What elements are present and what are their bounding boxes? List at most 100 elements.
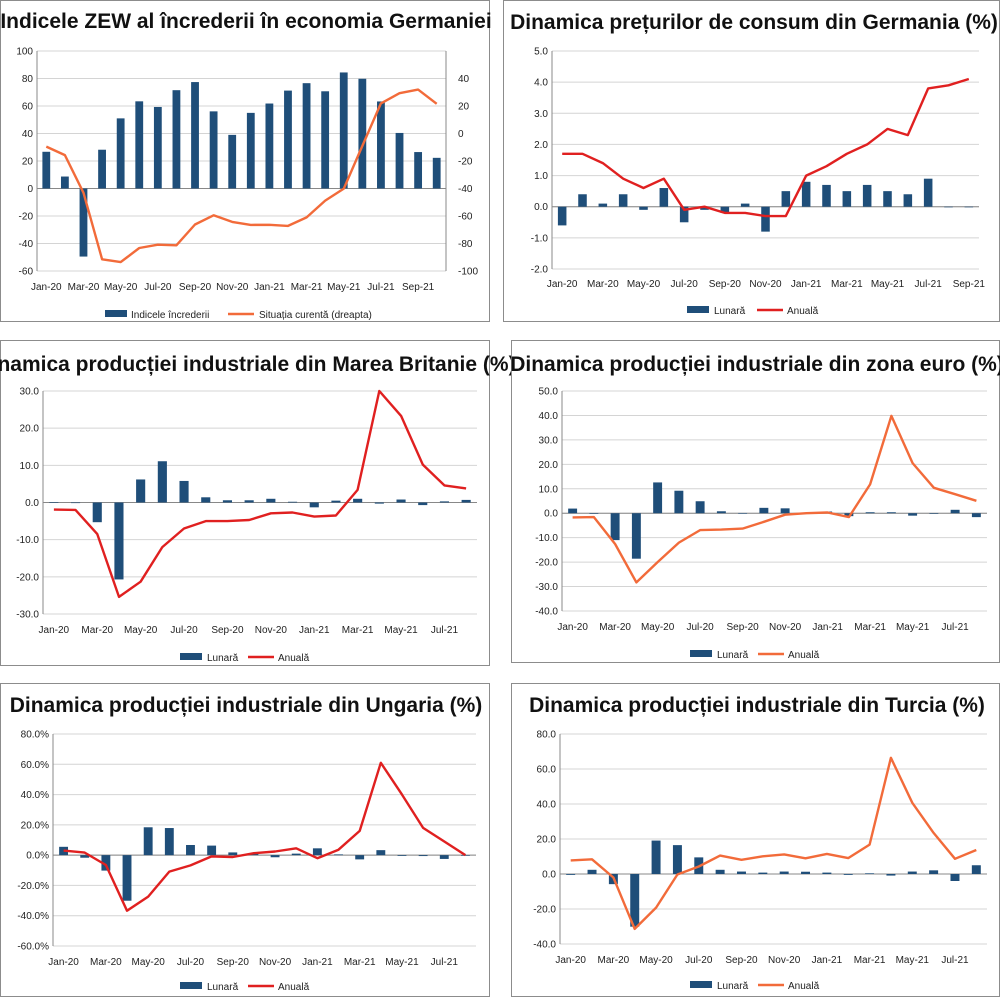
- bar: [862, 184, 872, 207]
- bar: [801, 871, 811, 874]
- y-tick-label: 0: [27, 184, 33, 195]
- bar: [312, 848, 322, 856]
- legend-label-bar: Lunară: [717, 981, 749, 992]
- x-tick-label: Mar-20: [81, 625, 113, 636]
- bar: [886, 512, 896, 514]
- legend-swatch-bar: [180, 653, 202, 660]
- x-tick-label: Jul-21: [942, 622, 970, 633]
- chart-panel-euro-industrial: Dinamica producției industriale din zona…: [510, 340, 1000, 663]
- bar: [334, 854, 343, 856]
- bar: [321, 91, 330, 189]
- legend-swatch-bar: [687, 306, 709, 313]
- y-tick-label: 20.0: [539, 460, 559, 471]
- y-tick-label: -60: [19, 267, 34, 278]
- bar: [80, 855, 90, 858]
- bar: [883, 191, 892, 207]
- chart-panel-uk-industrial: Dinamica producției industriale din Mare…: [0, 340, 516, 666]
- bar: [674, 490, 684, 514]
- x-tick-label: Mar-20: [598, 955, 630, 966]
- bar: [164, 828, 174, 856]
- y-tick-label: 60.0%: [21, 760, 49, 771]
- series-line: [570, 756, 977, 931]
- bar: [801, 181, 811, 207]
- bar: [246, 112, 255, 189]
- x-tick-label: Sep-21: [953, 279, 986, 290]
- bar: [172, 90, 181, 189]
- legend-label-bar: Lunară: [717, 650, 749, 661]
- x-tick-label: Mar-20: [90, 957, 122, 968]
- legend-swatch-bar: [180, 982, 202, 989]
- bar: [950, 509, 960, 514]
- chart-panel-turkey-industrial: Dinamica producției industriale din Turc…: [511, 683, 1000, 997]
- bar: [209, 111, 218, 189]
- y-tick-label: 80.0%: [21, 730, 49, 741]
- y-tick-label: 10.0: [20, 461, 40, 472]
- x-tick-label: Jan-21: [254, 282, 285, 293]
- bar: [886, 874, 896, 876]
- x-tick-label: May-21: [896, 955, 930, 966]
- x-tick-label: Jul-20: [177, 957, 205, 968]
- bar: [397, 855, 407, 856]
- bar: [964, 206, 974, 208]
- y-tick-label: -10.0: [16, 535, 39, 546]
- bar: [971, 865, 981, 874]
- bar: [284, 90, 292, 189]
- bar: [414, 152, 423, 189]
- y-tick-label: 0.0: [534, 202, 548, 213]
- y-tick-label: 1.0: [534, 171, 548, 182]
- y-tick-label: -20: [19, 212, 34, 223]
- bar: [720, 206, 730, 213]
- bar: [908, 513, 918, 516]
- bar: [557, 206, 567, 226]
- y-tick-label: -20.0%: [17, 881, 49, 892]
- x-tick-label: Jul-21: [431, 957, 459, 968]
- bar: [49, 502, 59, 503]
- chart-euro-industrial: Dinamica producției industriale din zona…: [510, 353, 1000, 661]
- bar: [944, 206, 953, 208]
- x-tick-label: Jul-21: [431, 625, 459, 636]
- bar: [822, 872, 832, 874]
- x-tick-label: Sep-20: [179, 282, 212, 293]
- y-tick-label: 0.0%: [26, 851, 49, 862]
- legend-swatch-bar: [690, 650, 712, 657]
- x-tick-label: May-20: [104, 282, 138, 293]
- chart-legend: Lunară Anuală: [180, 982, 310, 993]
- x-tick-label: Nov-20: [749, 279, 782, 290]
- bar: [659, 188, 669, 207]
- x-tick-label: Sep-20: [217, 957, 250, 968]
- y-tick-label: 80: [22, 74, 34, 85]
- y-tick-label: 40: [22, 129, 34, 140]
- bar: [679, 206, 689, 223]
- x-tick-label: May-20: [639, 955, 673, 966]
- x-tick-label: Nov-20: [259, 957, 292, 968]
- series-line: [562, 77, 970, 218]
- bar: [353, 498, 363, 503]
- y-tick-label: -20.0: [535, 558, 558, 569]
- bar: [842, 191, 852, 207]
- bar: [822, 184, 831, 207]
- x-tick-label: Nov-20: [769, 622, 802, 633]
- legend-label-line: Anuală: [788, 981, 820, 992]
- x-tick-label: Nov-20: [216, 282, 249, 293]
- bar: [395, 132, 404, 189]
- bar: [270, 855, 280, 858]
- x-tick-label: May-20: [124, 625, 158, 636]
- y-tick-label: 80.0: [537, 730, 557, 741]
- x-tick-label: May-20: [131, 957, 165, 968]
- y2-tick-label: -100: [458, 267, 478, 278]
- x-tick-label: May-21: [385, 957, 419, 968]
- x-tick-label: Jan-20: [557, 622, 588, 633]
- bar: [639, 206, 648, 210]
- x-tick-label: Jul-20: [687, 622, 715, 633]
- y-tick-label: 5.0: [534, 47, 548, 58]
- y-tick-label: -10.0: [535, 533, 558, 544]
- bar: [101, 855, 111, 871]
- x-tick-label: Jan-21: [812, 622, 843, 633]
- chart-hungary-industrial: Dinamica producției industriale din Unga…: [10, 694, 483, 993]
- y2-tick-label: -60: [458, 212, 473, 223]
- bar: [222, 500, 233, 503]
- y-tick-label: 20.0%: [21, 820, 49, 831]
- y-tick-label: 10.0: [539, 484, 559, 495]
- bar: [355, 855, 365, 860]
- bar: [265, 103, 274, 189]
